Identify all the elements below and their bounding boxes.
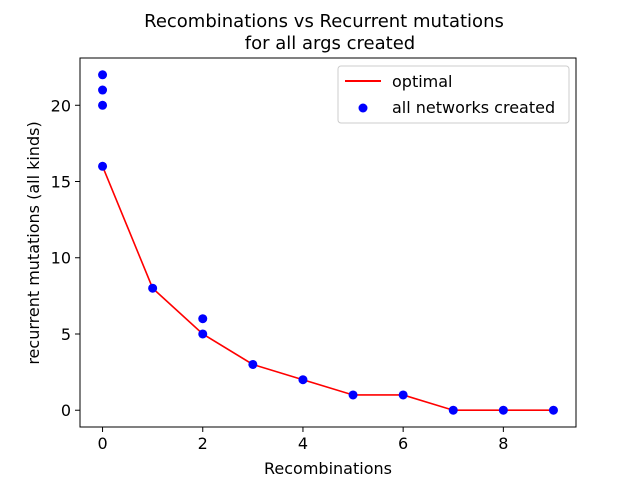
scatter-point: [248, 359, 258, 369]
y-tick-label: 15: [51, 173, 71, 192]
x-axis-ticks: 0 2 4 6 8: [97, 427, 508, 453]
legend-box: [337, 65, 570, 124]
x-tick-label: 8: [498, 434, 508, 453]
chart-title: Recombinations vs Recurrent mutations: [144, 11, 504, 32]
x-tick-label: 6: [398, 434, 408, 453]
scatter-point: [198, 314, 208, 324]
scatter-point: [448, 405, 458, 415]
scatter-point: [398, 390, 408, 400]
x-tick-label: 4: [298, 434, 308, 453]
plot-series: [98, 70, 558, 415]
scatter-point: [198, 329, 208, 339]
series-line-optimal: [101, 165, 554, 412]
plot-frame: [79, 57, 577, 428]
scatter-point: [98, 161, 108, 171]
y-tick-label: 5: [61, 325, 71, 344]
scatter-point: [548, 405, 558, 415]
chart-subtitle: for all args created: [245, 33, 415, 54]
y-tick-label: 20: [51, 96, 71, 115]
scatter-point: [348, 390, 358, 400]
legend-label-all-networks: all networks created: [392, 98, 555, 117]
scatter-point: [148, 283, 158, 293]
legend-label-optimal: optimal: [392, 72, 453, 91]
scatter-point: [298, 375, 308, 385]
y-tick-label: 0: [61, 401, 71, 420]
x-tick-label: 2: [198, 434, 208, 453]
scatter-point: [98, 100, 108, 110]
scatter-point: [98, 70, 108, 80]
y-axis-label: recurrent mutations (all kinds): [24, 121, 43, 364]
x-tick-label: 0: [97, 434, 107, 453]
legend-swatch-all-networks: [358, 103, 368, 113]
x-axis-label: Recombinations: [264, 459, 392, 478]
y-axis-ticks: 0 5 10 15 20: [51, 96, 80, 420]
legend: optimal all networks created: [337, 65, 570, 124]
scatter-point: [498, 405, 508, 415]
y-tick-label: 10: [51, 249, 71, 268]
scatter-point: [98, 85, 108, 95]
